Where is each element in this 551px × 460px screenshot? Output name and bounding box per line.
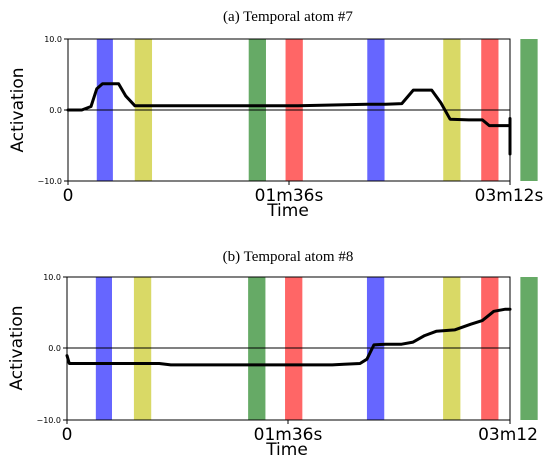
panel-b-x-axis-label: Time bbox=[265, 440, 308, 460]
panel-b-ytick-label: 10.0 bbox=[43, 273, 61, 282]
panel-b-y-axis-label: Activation bbox=[7, 305, 27, 390]
panel-b-ytick-label: 0.0 bbox=[48, 344, 61, 353]
panel-b: (b) Temporal atom #8 10.0 0.0 −10.0 0 01… bbox=[7, 249, 538, 460]
panel-a-xtick-label: 0 bbox=[63, 186, 74, 206]
panel-b-xtick-label: 03m12 bbox=[478, 425, 538, 445]
panel-b-xtick-label: 0 bbox=[62, 425, 73, 445]
panel-b-title: (b) Temporal atom #8 bbox=[223, 249, 354, 265]
panel-a-band bbox=[520, 39, 537, 181]
panel-a-x-axis-label: Time bbox=[266, 201, 309, 221]
panel-b-band bbox=[520, 277, 537, 420]
panel-b-y-ticks: 10.0 0.0 −10.0 bbox=[36, 273, 67, 425]
panel-a-ytick-label: 10.0 bbox=[44, 35, 62, 44]
panel-a-xtick-label: 03m12s bbox=[475, 186, 544, 206]
panel-a-ytick-label: −10.0 bbox=[37, 177, 62, 186]
panel-a-y-axis-label: Activation bbox=[8, 67, 28, 152]
panel-a: (a) Temporal atom #7 10.0 0.0 −10.0 0 01… bbox=[8, 9, 543, 221]
panel-b-ytick-label: −10.0 bbox=[36, 416, 61, 425]
panel-a-ytick-label: 0.0 bbox=[49, 106, 62, 115]
panel-a-title: (a) Temporal atom #7 bbox=[223, 9, 353, 25]
panel-a-y-ticks: 10.0 0.0 −10.0 bbox=[37, 35, 68, 186]
